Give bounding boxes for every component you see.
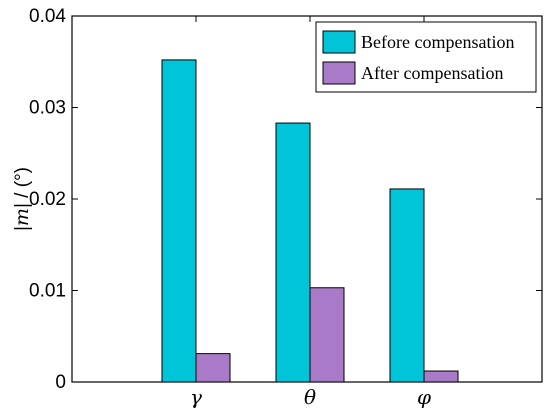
y-tick-label: 0.02 — [29, 189, 66, 210]
y-tick-label: 0.01 — [29, 281, 66, 302]
legend: Before compensation After compensation — [315, 21, 537, 93]
y-tick-label: 0.04 — [29, 6, 66, 27]
y-tick-label: 0.03 — [29, 98, 66, 119]
legend-swatch-after — [322, 61, 356, 85]
y-axis-title-var: m — [11, 208, 33, 226]
bars — [161, 59, 459, 383]
bar-before-2 — [389, 188, 425, 383]
x-category-label: θ — [304, 385, 316, 409]
y-axis-title: |m| / (°) — [11, 167, 33, 231]
bar-after-0 — [195, 353, 231, 383]
y-axis-ticks: 0 0.01 0.02 0.03 0.04 — [29, 6, 542, 393]
legend-label-before: Before compensation — [361, 32, 514, 52]
legend-swatch-before — [322, 30, 356, 54]
bar-after-2 — [423, 370, 459, 383]
x-category-label: γ — [190, 385, 202, 409]
y-tick-label: 0 — [55, 372, 66, 393]
y-axis-title-unit: | / (°) — [12, 167, 33, 208]
y-axis-title-m: | — [12, 226, 33, 231]
x-category-label: φ — [417, 385, 431, 409]
legend-label-after: After compensation — [361, 63, 503, 83]
bar-before-0 — [161, 59, 197, 383]
bar-after-1 — [309, 287, 345, 383]
bar-before-1 — [275, 122, 311, 383]
